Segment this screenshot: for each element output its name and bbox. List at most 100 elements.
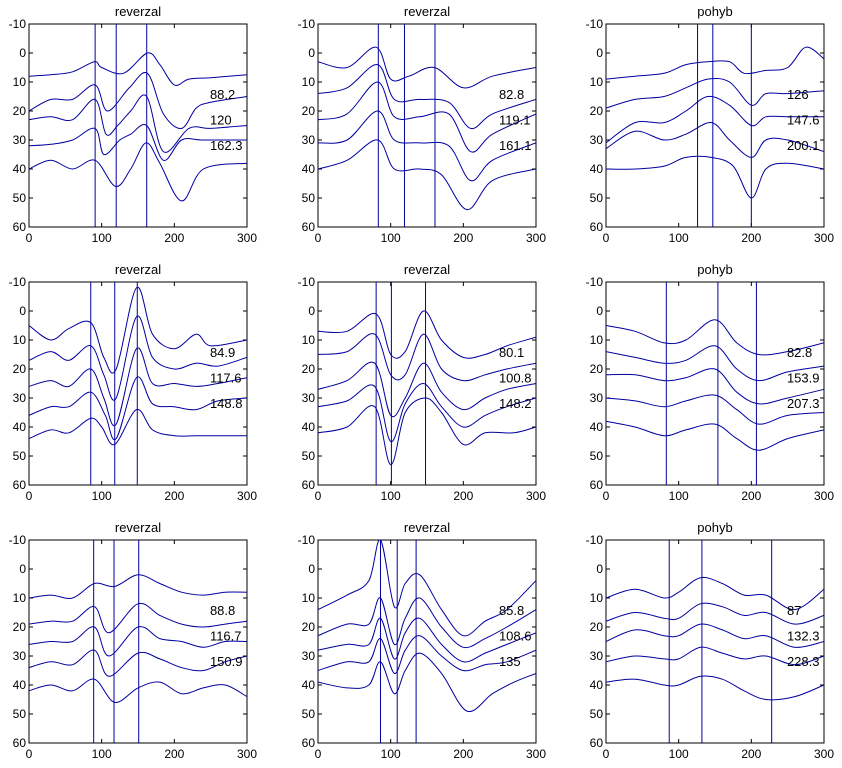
y-tick-label: 60: [13, 220, 27, 234]
x-tick-label: 200: [741, 489, 761, 503]
axes-frame: [317, 539, 537, 744]
plot-area: [318, 282, 536, 485]
series-line-1: [606, 576, 824, 611]
series-line-1: [606, 46, 824, 80]
plot-area: [29, 540, 247, 743]
plot-area: [29, 282, 247, 485]
plot-area: [606, 540, 824, 743]
x-tick-label: 200: [453, 747, 473, 761]
x-tick-label: 0: [315, 489, 322, 503]
x-tick-label: 300: [526, 231, 546, 245]
y-tick-label: 0: [308, 304, 315, 318]
series-line-4: [606, 122, 824, 158]
y-tick-label: 30: [13, 391, 27, 405]
x-tick-label: 200: [453, 489, 473, 503]
axes-frame: [28, 281, 248, 486]
annotation-label: 80.1: [499, 345, 524, 360]
subplot-5: reverzal 0 100 200 300 -10 0 10 20 30 40 50 60 80.1 10…: [298, 262, 547, 503]
plot-area: [606, 282, 824, 485]
x-tick-label: 300: [814, 489, 834, 503]
subplot-title: pohyb: [697, 4, 732, 19]
x-tick-label: 0: [315, 231, 322, 245]
y-tick-label: 10: [590, 333, 604, 347]
y-tick-label: 40: [590, 162, 604, 176]
y-tick-label: 10: [13, 591, 27, 605]
axes-frame: [605, 23, 825, 228]
y-tick-label: 20: [302, 104, 316, 118]
annotation-label: 88.8: [210, 603, 235, 618]
y-tick-label: 60: [13, 478, 27, 492]
y-tick-label: 50: [590, 707, 604, 721]
series-line-5: [606, 675, 824, 701]
annotation-label: 147.6: [787, 112, 820, 127]
series-line-3: [318, 81, 536, 153]
series-line-2: [606, 77, 824, 109]
x-tick-label: 0: [603, 231, 610, 245]
y-tick-label: 60: [590, 478, 604, 492]
y-tick-label: -10: [586, 17, 604, 31]
annotation-label: 132.3: [787, 628, 820, 643]
subplot-title: reverzal: [115, 4, 161, 19]
series-line-4: [318, 635, 536, 674]
y-tick-label: 50: [13, 449, 27, 463]
annotation-label: 82.8: [499, 87, 524, 102]
y-tick-label: 0: [308, 46, 315, 60]
y-tick-label: -10: [9, 533, 27, 547]
y-tick-label: 50: [302, 191, 316, 205]
y-tick-label: 20: [590, 104, 604, 118]
series-line-1: [29, 52, 247, 86]
y-tick-label: 30: [590, 391, 604, 405]
y-tick-label: 0: [596, 562, 603, 576]
y-tick-label: -10: [298, 533, 316, 547]
series-line-4: [606, 394, 824, 425]
subplot-7: reverzal 0 100 200 300 -10 0 10 20 30 40 50 60 88.8 11…: [9, 520, 258, 761]
y-tick-label: -10: [298, 17, 316, 31]
x-tick-label: 0: [26, 231, 33, 245]
y-tick-label: 10: [590, 75, 604, 89]
annotation-label: 119.1: [499, 112, 531, 127]
annotation-label: 120: [210, 112, 232, 127]
subplot-title: reverzal: [115, 262, 161, 277]
series-line-3: [318, 361, 536, 418]
x-tick-label: 300: [814, 231, 834, 245]
x-tick-label: 0: [603, 489, 610, 503]
x-tick-label: 0: [26, 489, 33, 503]
annotation-label: 207.3: [787, 396, 820, 411]
series-line-3: [29, 94, 247, 153]
series-line-4: [29, 124, 247, 161]
y-tick-label: 20: [13, 620, 27, 634]
x-tick-label: 200: [741, 231, 761, 245]
y-tick-label: 10: [590, 591, 604, 605]
series-line-1: [318, 46, 536, 89]
x-tick-label: 100: [92, 747, 112, 761]
annotation-label: 153.9: [787, 370, 820, 385]
series-line-2: [318, 333, 536, 382]
annotation-label: 117.6: [210, 370, 242, 385]
series-line-2: [29, 315, 247, 401]
y-tick-label: 0: [19, 304, 26, 318]
y-tick-label: -10: [9, 275, 27, 289]
annotation-label: 148.8: [210, 396, 243, 411]
y-tick-label: 20: [13, 104, 27, 118]
y-tick-label: 40: [13, 162, 27, 176]
y-tick-label: 0: [19, 562, 26, 576]
y-tick-label: 40: [590, 678, 604, 692]
series-line-2: [606, 345, 824, 382]
annotation-label: 116.7: [210, 628, 242, 643]
y-tick-label: 10: [13, 75, 27, 89]
subplot-8: reverzal 0 100 200 300 -10 0 10 20 30 40 50 60 85.8 10…: [298, 520, 547, 761]
subplot-6: pohyb 0 100 200 300 -10 0 10 20 30 40 50 60 82.8 153.9…: [586, 262, 835, 503]
series-line-2: [606, 602, 824, 625]
y-tick-label: -10: [586, 275, 604, 289]
y-tick-label: 40: [302, 162, 316, 176]
subplot-4: reverzal 0 100 200 300 -10 0 10 20 30 40 50 60 84.9 11…: [9, 262, 258, 503]
series-line-5: [606, 420, 824, 451]
series-line-4: [318, 383, 536, 443]
x-tick-label: 100: [92, 231, 112, 245]
y-tick-label: 60: [302, 220, 316, 234]
y-tick-label: 60: [302, 478, 316, 492]
series-line-2: [29, 71, 247, 129]
x-tick-label: 300: [237, 747, 257, 761]
y-tick-label: 10: [302, 333, 316, 347]
